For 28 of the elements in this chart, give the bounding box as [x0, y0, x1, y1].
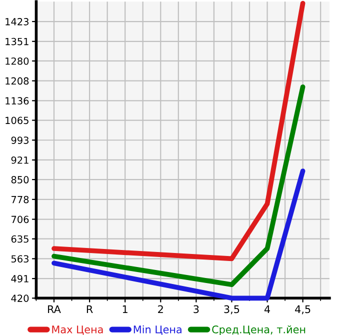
y-tick-label: 850: [11, 176, 29, 184]
y-tick-label: 1280: [6, 57, 29, 65]
x-tick-label: 1: [122, 305, 128, 314]
x-tick-label: RA: [48, 305, 61, 314]
y-tick-label: 1423: [6, 18, 28, 26]
y-tick-label: 491: [11, 275, 28, 282]
y-tick-label: 1208: [6, 77, 29, 85]
x-tick-label: 3,5: [224, 305, 240, 314]
line-series: [52, 0, 306, 262]
x-tick-label: 2: [158, 305, 163, 314]
x-tick-label: 4: [264, 305, 270, 314]
legend-label: Max Цена: [52, 326, 103, 335]
y-tick-label: 563: [11, 255, 28, 263]
y-tick-label: 706: [12, 216, 29, 224]
legend-label: Min Цена: [134, 325, 182, 335]
y-tick-label: 1065: [6, 116, 28, 124]
x-tick-label: R: [86, 305, 93, 314]
legend-label: Сред.Цена, т.йен: [212, 325, 306, 335]
y-tick-label: 993: [11, 136, 28, 144]
y-tick-label: 635: [11, 235, 28, 243]
y-tick-label: 921: [11, 156, 28, 164]
y-tick-label: 1136: [6, 97, 29, 105]
x-tick-label: 3: [194, 305, 199, 314]
line-series: [52, 84, 306, 288]
y-tick-label: 420: [11, 294, 29, 302]
x-tick-label: 4,5: [295, 305, 310, 314]
y-tick-label: 1351: [6, 38, 28, 46]
y-tick-label: 778: [12, 196, 29, 204]
